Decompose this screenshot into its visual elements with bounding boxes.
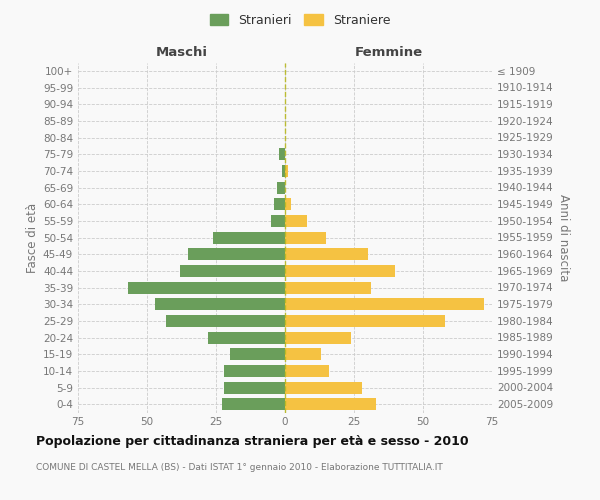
Text: Maschi: Maschi	[155, 46, 208, 59]
Bar	[230, 348, 285, 360]
Bar	[285, 265, 395, 277]
Bar	[285, 365, 329, 377]
Bar	[285, 382, 362, 394]
Bar	[285, 198, 290, 210]
Text: COMUNE DI CASTEL MELLA (BS) - Dati ISTAT 1° gennaio 2010 - Elaborazione TUTTITAL: COMUNE DI CASTEL MELLA (BS) - Dati ISTAT…	[36, 462, 443, 471]
Y-axis label: Fasce di età: Fasce di età	[26, 202, 39, 272]
Bar	[280, 148, 285, 160]
Y-axis label: Anni di nascita: Anni di nascita	[557, 194, 570, 281]
Bar	[285, 332, 351, 344]
Bar	[221, 398, 285, 410]
Bar	[224, 365, 285, 377]
Bar	[274, 198, 285, 210]
Text: Femmine: Femmine	[355, 46, 422, 59]
Text: Popolazione per cittadinanza straniera per età e sesso - 2010: Popolazione per cittadinanza straniera p…	[36, 435, 469, 448]
Bar	[224, 382, 285, 394]
Bar	[155, 298, 285, 310]
Bar	[285, 248, 368, 260]
Bar	[128, 282, 285, 294]
Bar	[285, 315, 445, 327]
Bar	[277, 182, 285, 194]
Bar	[208, 332, 285, 344]
Bar	[285, 282, 371, 294]
Bar	[271, 215, 285, 227]
Bar	[180, 265, 285, 277]
Bar	[188, 248, 285, 260]
Bar	[166, 315, 285, 327]
Bar	[285, 348, 321, 360]
Legend: Stranieri, Straniere: Stranieri, Straniere	[205, 8, 395, 32]
Bar	[285, 165, 288, 177]
Bar	[213, 232, 285, 243]
Bar	[285, 398, 376, 410]
Bar	[285, 298, 484, 310]
Bar	[285, 232, 326, 243]
Bar	[282, 165, 285, 177]
Bar	[285, 215, 307, 227]
